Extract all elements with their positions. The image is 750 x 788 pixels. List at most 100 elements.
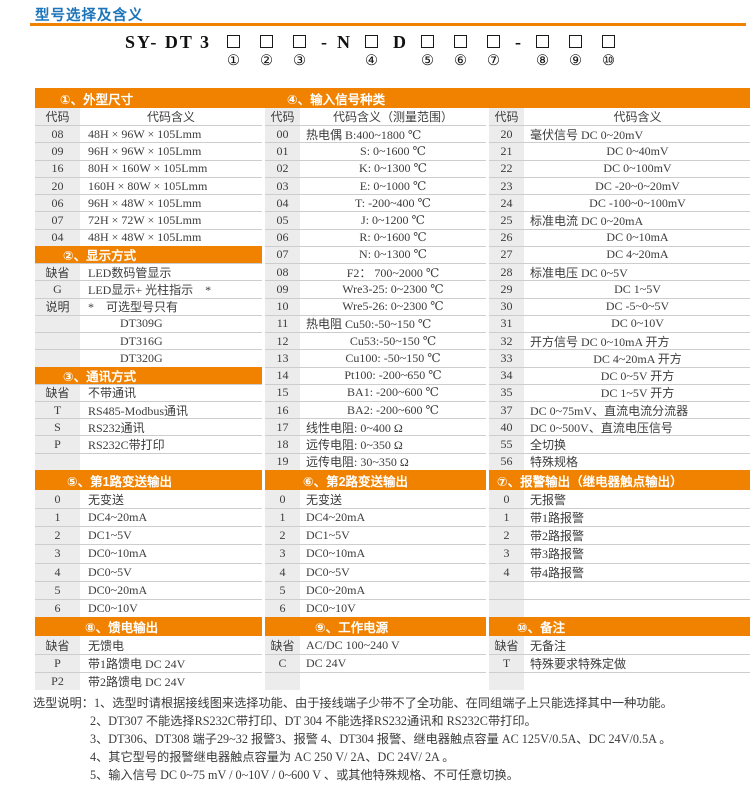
meaning-cell: RS232通讯 [88,420,145,435]
code-cell: 5 [265,581,300,599]
meaning-cell: 带2路馈电 DC 24V [88,675,186,689]
meaning-cell: K: 0~1300 ℃ [359,161,427,176]
model-slot-7: ⑦ [477,32,510,69]
table-row: 10 Wre5-26: 0~2300 ℃ [265,297,486,315]
meaning-cell: N: 0~1300 ℃ [359,247,427,262]
meaning-cell: F2： 700~2000 ℃ [346,265,440,280]
model-box [602,35,616,48]
code-cell: P [35,655,80,672]
table-row: 13 Cu100: -50~150 ℃ [265,349,486,367]
meaning-cell: 标准电流 DC 0~20mA [530,214,644,229]
table-row: 2 带2路报警 [489,526,750,545]
meaning-cell: 带1路报警 [530,511,585,526]
table-row: 15 BA1: -200~600 ℃ [265,383,486,401]
table-row: 缺省 LED数码管显示 [35,263,262,281]
table-row: 27 DC 4~20mA [489,245,750,264]
section-header: ③、通讯方式 [35,366,262,384]
meaning-cell: R: 0~1600 ℃ [359,230,427,245]
table-row: 09 96H × 96W × 105Lmm [35,142,262,160]
meaning-cell [524,673,750,690]
code-cell: 34 [489,367,524,384]
code-cell: 00 [265,126,300,143]
model-slot-1: ① [217,32,250,69]
section-title-feed: ⑧、馈电输出 [35,617,262,636]
column-output1: 0 无变送 1 DC4~20mA 2 DC1~5V 3 DC0~10mA 4 DC0~5V 5 DC0… [35,490,262,617]
code-cell: 04 [35,229,80,246]
meaning-cell: Wre5-26: 0~2300 ℃ [342,299,444,314]
output-tables: 0 无变送 1 DC4~20mA 2 DC1~5V 3 DC0~10mA 4 DC0~5V 5 DC0… [35,490,750,617]
code-cell: 28 [489,264,524,281]
code-cell: 13 [265,350,300,367]
table-row: DT316G [35,332,262,350]
table-row: 6 DC0~10V [265,598,486,617]
code-cell: 20 [35,177,80,195]
table-row: 1 带1路报警 [489,508,750,527]
meaning-cell: DC1~5V [306,528,350,543]
table-row: 1 DC4~20mA [35,508,262,527]
code-cell: T [35,401,80,419]
code-cell: 07 [265,246,300,264]
section-title-dimensions: ①、外型尺寸 [60,92,134,107]
meaning-cell: BA1: -200~600 ℃ [347,385,439,400]
table-row: 0 无变送 [265,490,486,509]
table-row: 08 F2： 700~2000 ℃ [265,263,486,281]
code-cell: 17 [265,419,300,436]
table-row: T 特殊要求特殊定做 [489,654,750,672]
table-row: 3 带3路报警 [489,544,750,563]
section-title-remark: ⑩、备注 [489,617,750,636]
meaning-cell: * 可选型号只有 [88,300,179,315]
title-underline [30,23,746,26]
table-row: 29 DC 1~5V [489,280,750,298]
meaning-cell: 不带通讯 [88,386,137,401]
note-line: 选型说明：1、选型时请根据接线图来选择功能、由于接线端子少带不了全功能、在同组端… [33,694,745,712]
table-row: 07 N: 0~1300 ℃ [265,245,486,264]
table-row: 0 无变送 [35,490,262,509]
column-feed: 缺省 无馈电 P 带1路馈电 DC 24V P2 带2路馈电 DC 24V [35,636,262,690]
meaning-cell: J: 0~1200 ℃ [361,213,425,228]
table-row: 3 DC0~10mA [265,544,486,563]
code-cell: G [35,281,80,298]
model-slot-2: ② [250,32,283,69]
column-remark: 缺省 无备注 T 特殊要求特殊定做 [489,636,750,690]
table-row: 缺省 AC/DC 100~240 V [265,636,486,654]
model-box [536,35,550,48]
meaning-cell: DC 4~20mA [606,247,669,262]
code-cell: 56 [489,453,524,470]
code-cell: 12 [265,333,300,350]
code-cell: 代码 [35,108,80,126]
meaning-cell: LED显示+ 光柱指示 * [88,282,212,297]
model-slot-4: ④ [355,32,388,69]
table-row: 0 无报警 [489,490,750,509]
code-cell: 5 [35,581,80,599]
model-slot-5: ⑤ [411,32,444,69]
table-row: 09 Wre3-25: 0~2300 ℃ [265,280,486,298]
meaning-cell: T: -200~400 ℃ [355,195,431,210]
meaning-cell: DC 1~5V 开方 [600,386,675,401]
code-cell: 11 [265,315,300,333]
code-cell: 缺省 [489,636,524,654]
model-letter-d: D [393,32,407,52]
meaning-cell: DC0~20mA [88,582,148,597]
section-title-output2: ⑥、第2路变送输出 [265,470,486,490]
note-line: 3、DT306、DT308 端子29~32 报警3、报警 4、DT304 报警、… [90,732,672,746]
column-input-signals-1: 代码 代码含义（测量范围） 00 热电偶 B:400~1800 ℃ 01 S: 0~160… [265,108,486,470]
model-position-number: ⑩ [602,53,616,69]
table-row: 5 DC0~20mA [265,580,486,599]
meaning-cell: DC0~5V [88,564,132,579]
section-title-power: ⑨、工作电源 [265,617,486,636]
table-row: 23 DC -20~0~20mV [489,176,750,195]
meaning-cell: DT316G [120,333,163,348]
code-cell: 3 [35,545,80,563]
meaning-cell: DC 0~40mV [606,144,669,159]
code-cell: 35 [489,384,524,401]
meaning-cell: DC0~10mA [306,546,366,561]
meaning-cell: DC 0~500V、直流电压信号 [530,420,673,435]
code-cell: 4 [35,563,80,581]
table-row: 说明 * 可选型号只有 [35,297,262,315]
code-cell: 2 [489,527,524,545]
table-row: 3 DC0~10mA [35,544,262,563]
model-box [454,35,468,48]
code-cell: P2 [35,673,80,690]
meaning-cell: DC 4~20mA 开方 [593,351,682,366]
code-cell: 2 [35,527,80,545]
